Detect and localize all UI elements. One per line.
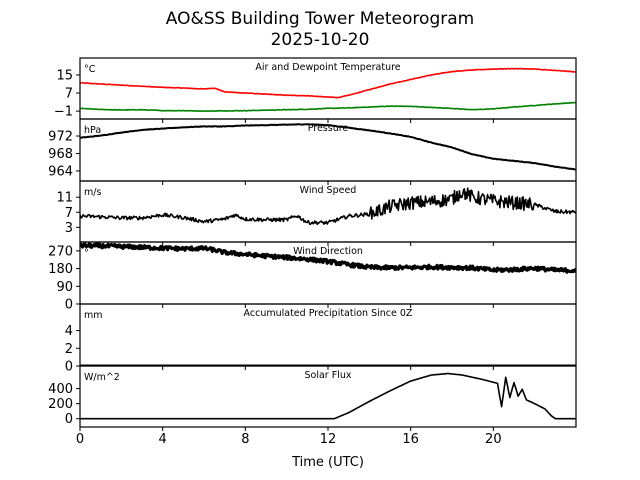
x-tick-label: 16 xyxy=(402,432,419,447)
y-tick-label: 0 xyxy=(65,412,73,427)
y-tick-label: 90 xyxy=(56,280,73,295)
y-tick-label: 972 xyxy=(48,130,73,145)
panel-title: Accumulated Precipitation Since 0Z xyxy=(244,308,413,319)
panel-temperature: 15 7 −1 °C Air and Dewpoint Temperature xyxy=(54,57,577,123)
panel-pressure: 972 968 964 hPa Pressure xyxy=(48,118,577,185)
series-line-wind_direction-0 xyxy=(80,242,576,274)
x-tick-label: 8 xyxy=(241,432,249,447)
y-tick-label: 968 xyxy=(48,147,73,162)
chart-title: AO&SS Building Tower Meteorogram xyxy=(166,9,474,29)
y-tick-label: 7 xyxy=(65,87,73,102)
y-tick-label: 15 xyxy=(56,68,73,83)
y-tick-label: 3 xyxy=(65,221,73,236)
series-line-wind_speed-0 xyxy=(80,187,576,226)
x-tick-label: 0 xyxy=(76,432,84,447)
y-tick-label: 180 xyxy=(48,262,73,277)
series-line-pressure-0 xyxy=(80,123,576,171)
x-axis-label: Time (UTC) xyxy=(291,455,364,470)
y-tick-label: 270 xyxy=(48,244,73,259)
y-tick-label: 0 xyxy=(65,298,73,313)
panels: 15 7 −1 °C Air and Dewpoint Temperature 972 96… xyxy=(48,57,577,431)
x-tick-label: 20 xyxy=(485,432,502,447)
panel-unit-label: mm xyxy=(84,310,103,321)
panel-title: Air and Dewpoint Temperature xyxy=(255,62,400,73)
y-tick-label: 964 xyxy=(48,164,73,179)
panel-unit-label: hPa xyxy=(84,125,101,136)
x-tick-label: 4 xyxy=(159,432,167,447)
panel-title: Wind Speed xyxy=(300,185,357,196)
y-tick-label: 400 xyxy=(48,382,73,397)
panel-title: Solar Flux xyxy=(305,370,352,381)
panel-title: Wind Direction xyxy=(293,246,363,257)
y-tick-label: 7 xyxy=(65,206,73,221)
chart-subtitle: 2025-10-20 xyxy=(271,30,370,50)
panel-unit-label: W/m^2 xyxy=(84,372,120,383)
panel-wind_direction: 270 180 90 0 ° Wind Direction xyxy=(48,241,577,313)
y-tick-label: 4 xyxy=(65,324,73,339)
panel-unit-label: m/s xyxy=(84,187,101,198)
series-line-solar_flux-0 xyxy=(80,372,576,420)
y-tick-label: −1 xyxy=(54,105,73,120)
y-tick-label: 0 xyxy=(65,360,73,375)
x-axis: 0 4 8 12 16 20 xyxy=(76,432,502,447)
panel-unit-label: °C xyxy=(84,64,96,75)
panel-title: Pressure xyxy=(308,123,349,134)
x-tick-label: 12 xyxy=(320,432,337,447)
y-tick-label: 2 xyxy=(65,342,73,357)
y-tick-label: 200 xyxy=(48,397,73,412)
series-line-temperature-1 xyxy=(80,101,576,113)
series-line-temperature-0 xyxy=(80,67,576,99)
panel-precipitation: 4 2 0 mm Accumulated Precipitation Since 0Z xyxy=(65,303,577,375)
panel-unit-label: ° xyxy=(84,248,89,259)
y-tick-label: 11 xyxy=(56,191,73,206)
